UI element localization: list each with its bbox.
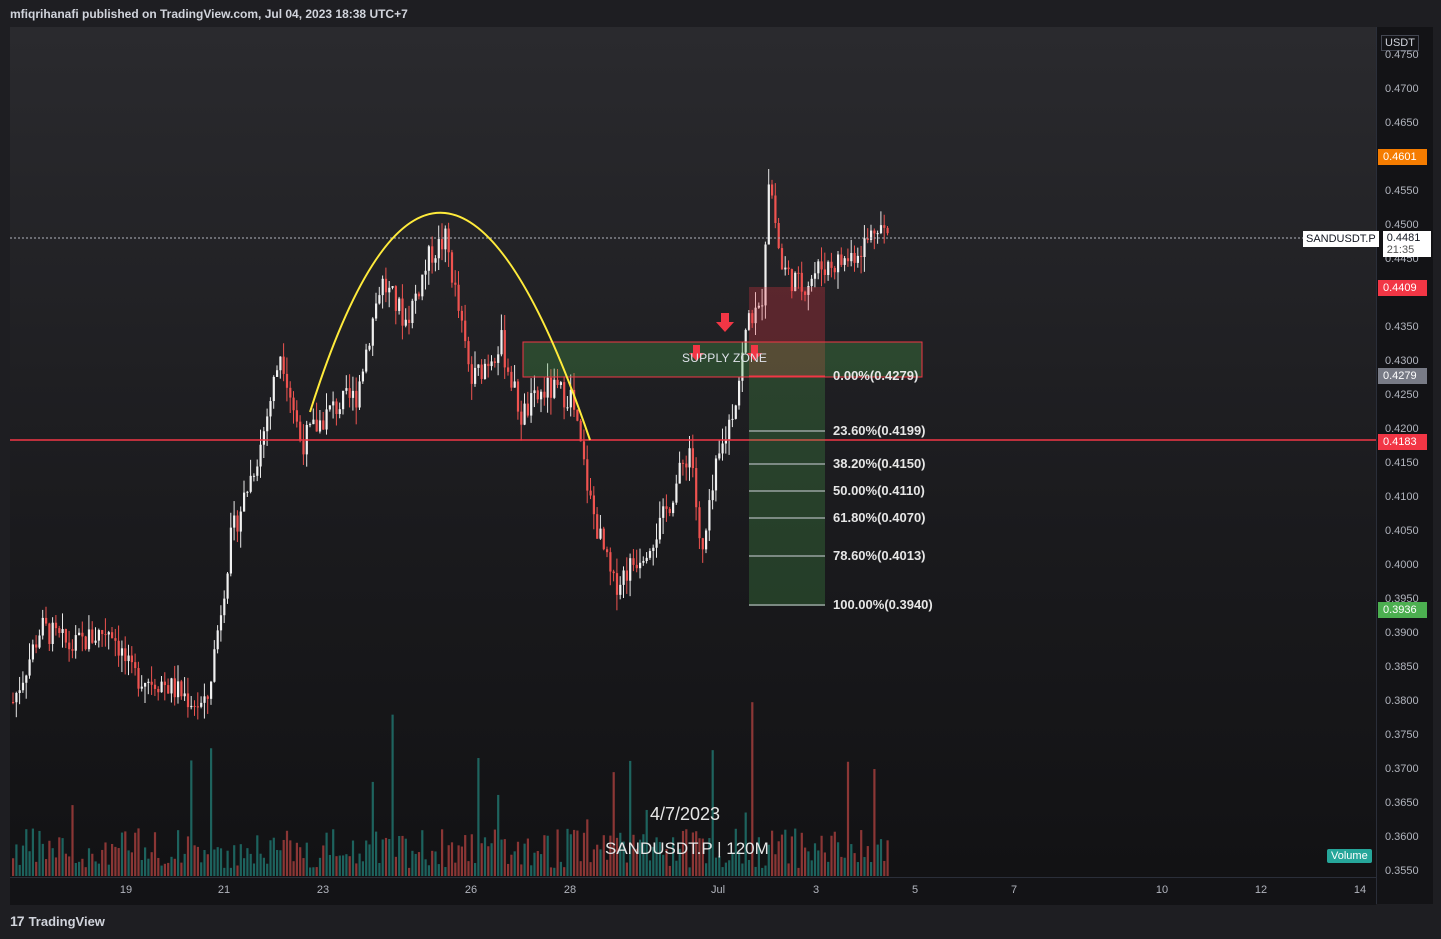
price-tick-label: 0.4500 [1385,219,1419,231]
publish-info: mfiqrihanafi published on TradingView.co… [10,7,408,21]
price-tick-label: 0.3800 [1385,695,1419,707]
price-tick-label: 0.4300 [1385,355,1419,367]
fib-level-label: 61.80%(0.4070) [833,510,926,525]
fib-level-label: 23.60%(0.4199) [833,423,926,438]
symbol-tag-price: 0.4481 [1386,232,1421,244]
fib-level-label: 100.00%(0.3940) [833,597,933,612]
fib-level-label: 0.00%(0.4279) [833,368,919,383]
time-tick-label: 3 [812,884,820,896]
watermark-symbol: SANDUSDT.P | 120M [605,839,769,858]
time-tick-label: 19 [119,884,133,896]
price-tag: 0.4183 [1378,433,1427,450]
price-tick-label: 0.4750 [1385,49,1419,61]
time-axis[interactable]: 19 21 23 26 28 Jul 3 5 7 10 12 14 [10,877,1376,905]
price-tick-label: 0.4550 [1385,185,1419,197]
time-tick-label: 12 [1254,884,1268,896]
price-tick-label: 0.4000 [1385,559,1419,571]
price-tick-label: 0.3550 [1385,865,1419,877]
price-tick-label: 0.3850 [1385,661,1419,673]
chart-pane[interactable] [10,27,1376,877]
time-tick-label: Jul [710,884,726,896]
price-tick-label: 0.4650 [1385,117,1419,129]
price-tick-label: 0.4700 [1385,83,1419,95]
time-tick-label: 26 [464,884,478,896]
footer-brand[interactable]: 17 TradingView [10,913,105,929]
brand-name: TradingView [28,913,105,929]
price-tick-label: 0.4050 [1385,525,1419,537]
price-tick-label: 0.3750 [1385,729,1419,741]
symbol-tag-countdown: 21:35 [1386,244,1415,256]
price-tick-label: 0.4350 [1385,321,1419,333]
price-tick-label: 0.4200 [1385,423,1419,435]
symbol-tag-name: SANDUSDT.P [1303,231,1379,247]
price-tag: 0.4601 [1378,149,1427,166]
price-tag: 0.4409 [1378,279,1427,296]
price-axis[interactable]: USDT 0.47500.47000.46500.46000.45500.450… [1376,27,1433,904]
time-tick-label: 23 [316,884,330,896]
time-tick-label: 5 [911,884,919,896]
price-tick-label: 0.4100 [1385,491,1419,503]
price-tick-label: 0.3600 [1385,831,1419,843]
time-tick-label: 21 [217,884,231,896]
price-tag: 0.3936 [1378,601,1427,618]
fib-level-label: 50.00%(0.4110) [833,483,925,498]
price-tag: 0.4279 [1378,368,1427,385]
fib-level-label: 38.20%(0.4150) [833,456,926,471]
supply-zone-label: SUPPLY ZONE [682,351,768,365]
tradingview-logo-icon: 17 [10,913,25,929]
watermark-date: 4/7/2023 [650,804,721,824]
time-tick-label: 28 [563,884,577,896]
price-tick-label: 0.4250 [1385,389,1419,401]
price-tick-label: 0.3700 [1385,763,1419,775]
price-tick-label: 0.3650 [1385,797,1419,809]
symbol-price-tag[interactable]: SANDUSDT.P 0.4481 21:35 [1303,231,1431,257]
time-tick-label: 10 [1155,884,1169,896]
price-tick-label: 0.3900 [1385,627,1419,639]
currency-label[interactable]: USDT [1381,35,1419,51]
price-tick-label: 0.4150 [1385,457,1419,469]
volume-badge[interactable]: Volume [1327,849,1372,863]
time-tick-label: 14 [1353,884,1367,896]
fib-level-label: 78.60%(0.4013) [833,548,926,563]
time-tick-label: 7 [1010,884,1018,896]
